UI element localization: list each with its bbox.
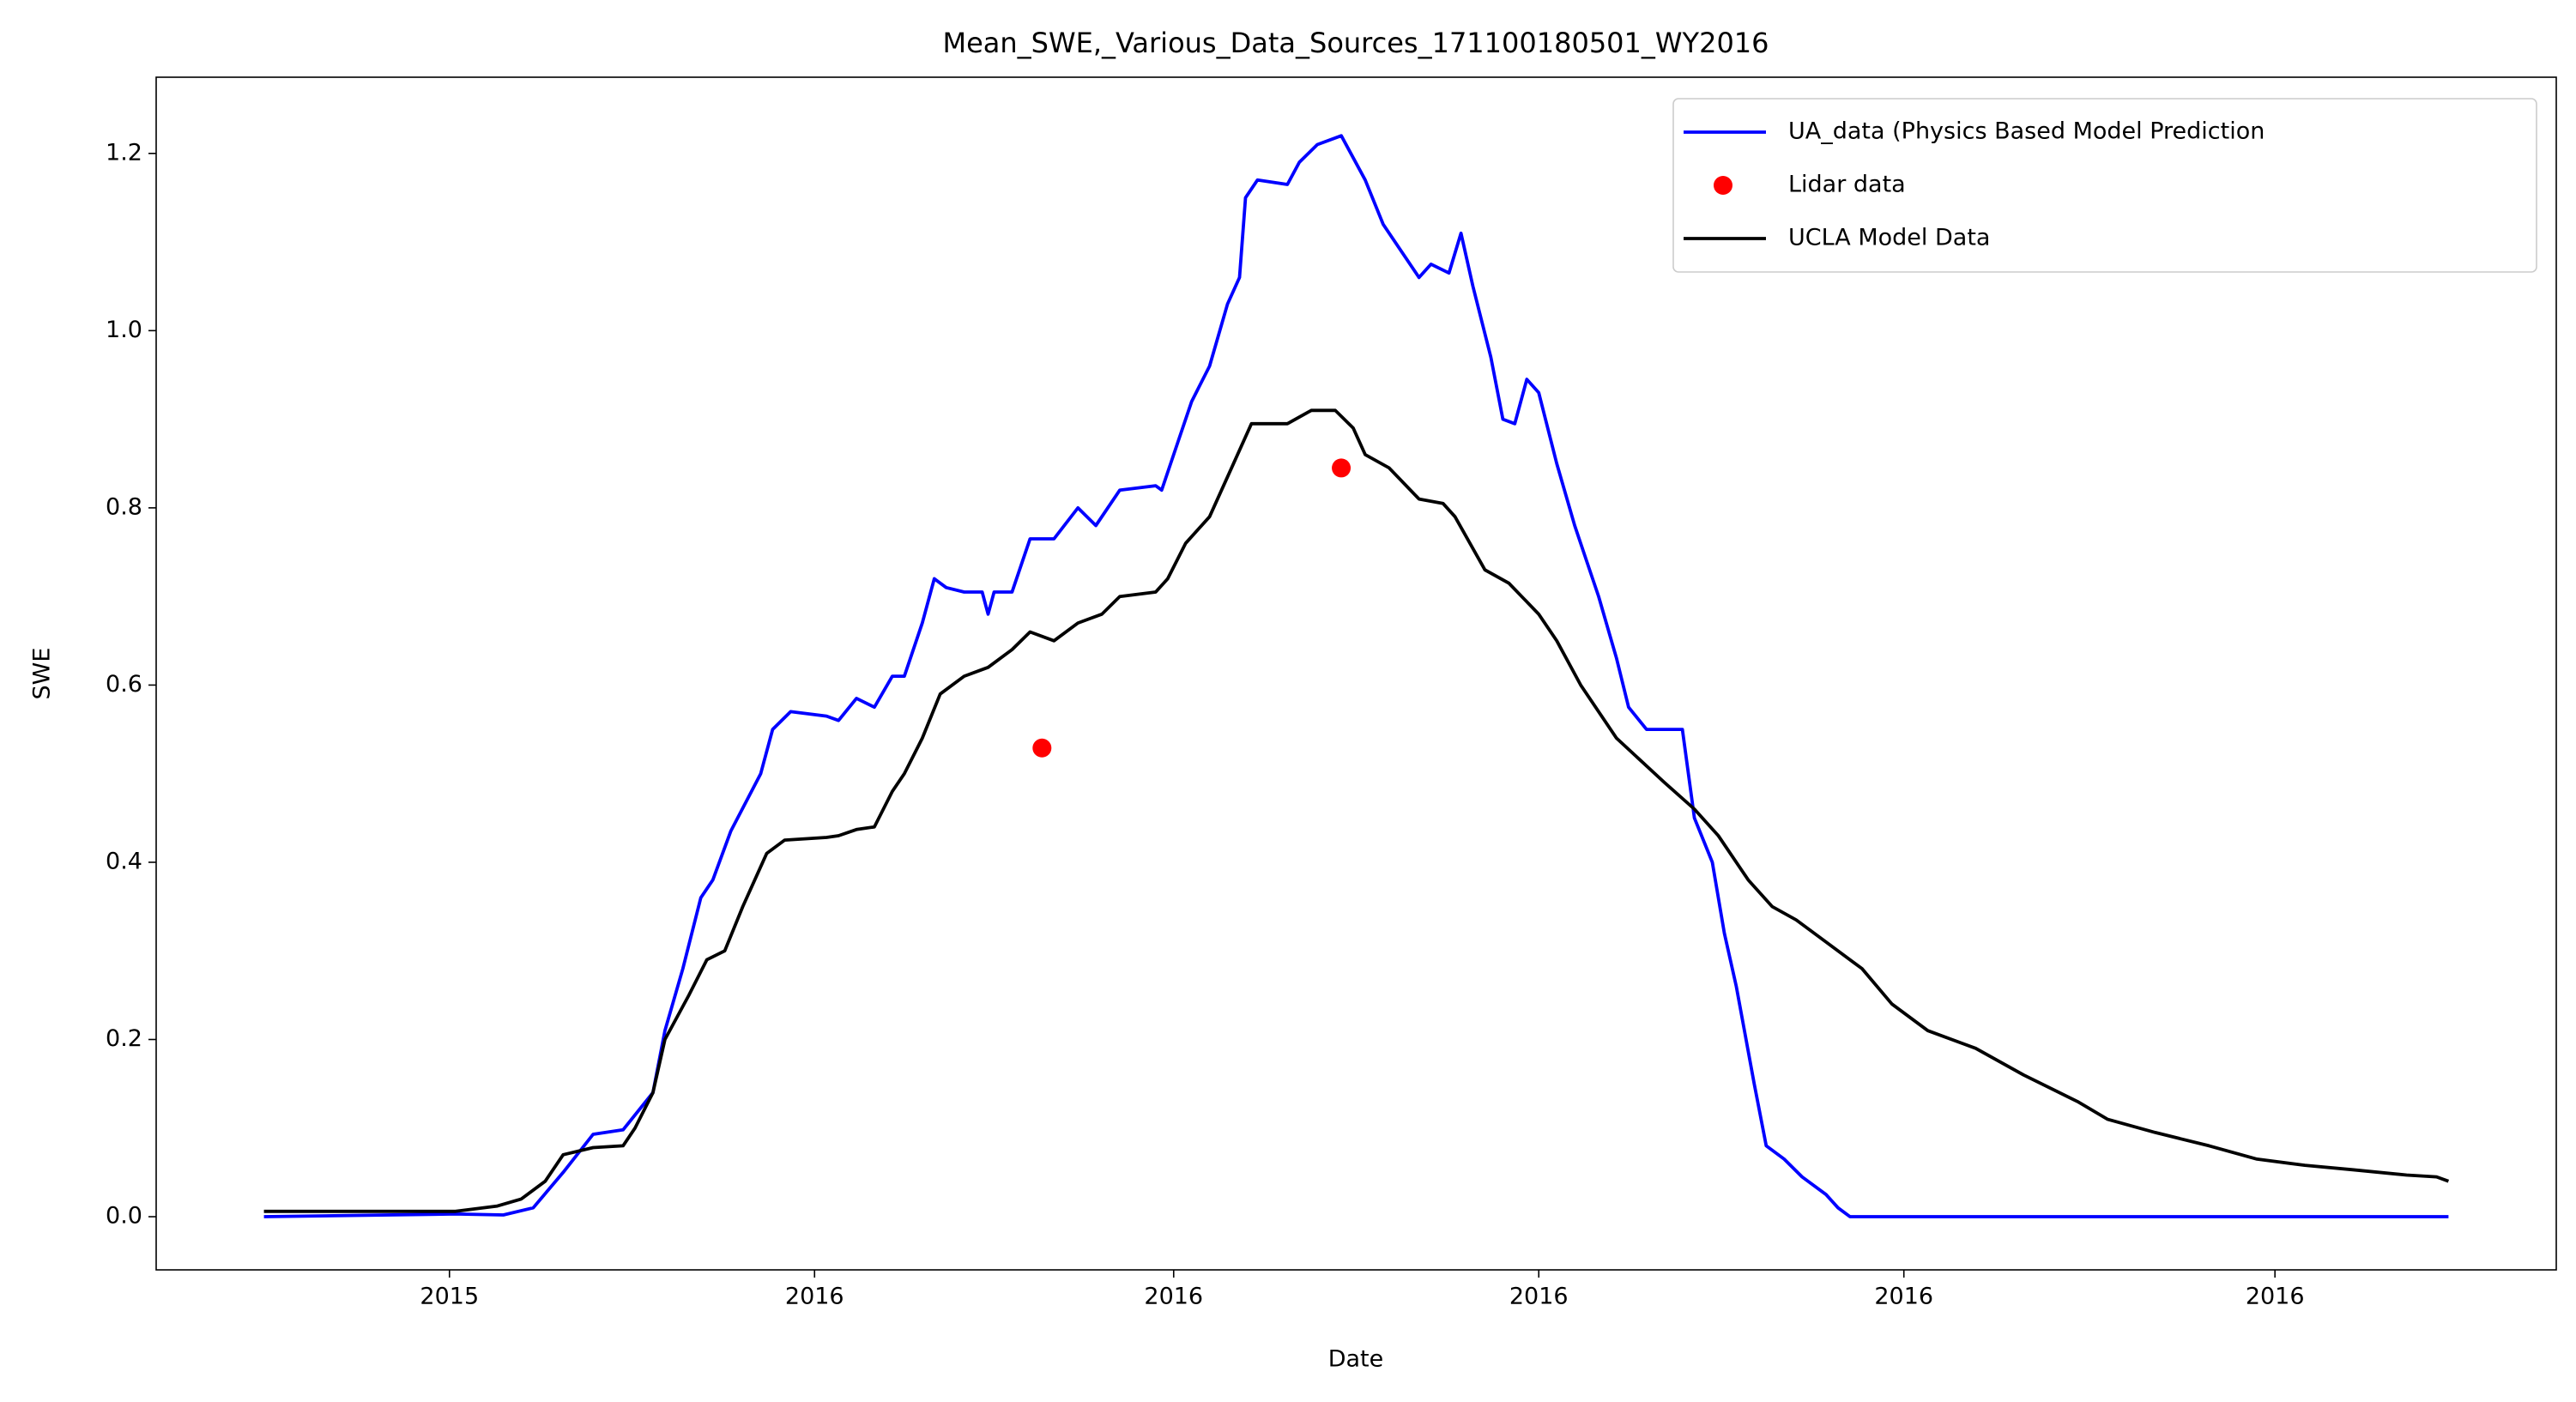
data-point [1332,458,1351,478]
x-tick-label: 2016 [1509,1284,1569,1310]
chart-title: Mean_SWE,_Various_Data_Sources_171100180… [942,27,1769,59]
legend: UA_data (Physics Based Model Prediction L… [1672,98,2537,273]
y-tick-label: 1.0 [106,317,142,343]
legend-box [1672,98,2537,273]
y-axis-label: SWE [29,648,56,700]
y-tick-label: 0.4 [106,848,142,874]
y-tick-label: 0.6 [106,671,142,698]
x-tick-label: 2015 [420,1284,479,1310]
y-tick-label: 0.0 [106,1203,142,1230]
legend-label: Lidar data [1788,172,1906,198]
plot-frame [155,76,2557,1271]
y-tick-label: 1.2 [106,139,142,166]
series-line [263,408,2450,1213]
x-tick-label: 2016 [1874,1284,1933,1310]
x-tick-label: 2016 [785,1284,844,1310]
data-point [1032,738,1052,758]
x-tick-label: 2016 [1144,1284,1203,1310]
legend-label: UCLA Model Data [1788,225,1990,251]
legend-label: UA_data (Physics Based Model Prediction [1788,118,2265,145]
x-axis-label: Date [1328,1346,1384,1373]
y-tick-label: 0.8 [106,493,142,520]
x-tick-label: 2016 [2246,1284,2305,1310]
series-line [263,134,2449,1218]
y-tick-label: 0.2 [106,1025,142,1052]
legend-marker [1714,176,1732,195]
